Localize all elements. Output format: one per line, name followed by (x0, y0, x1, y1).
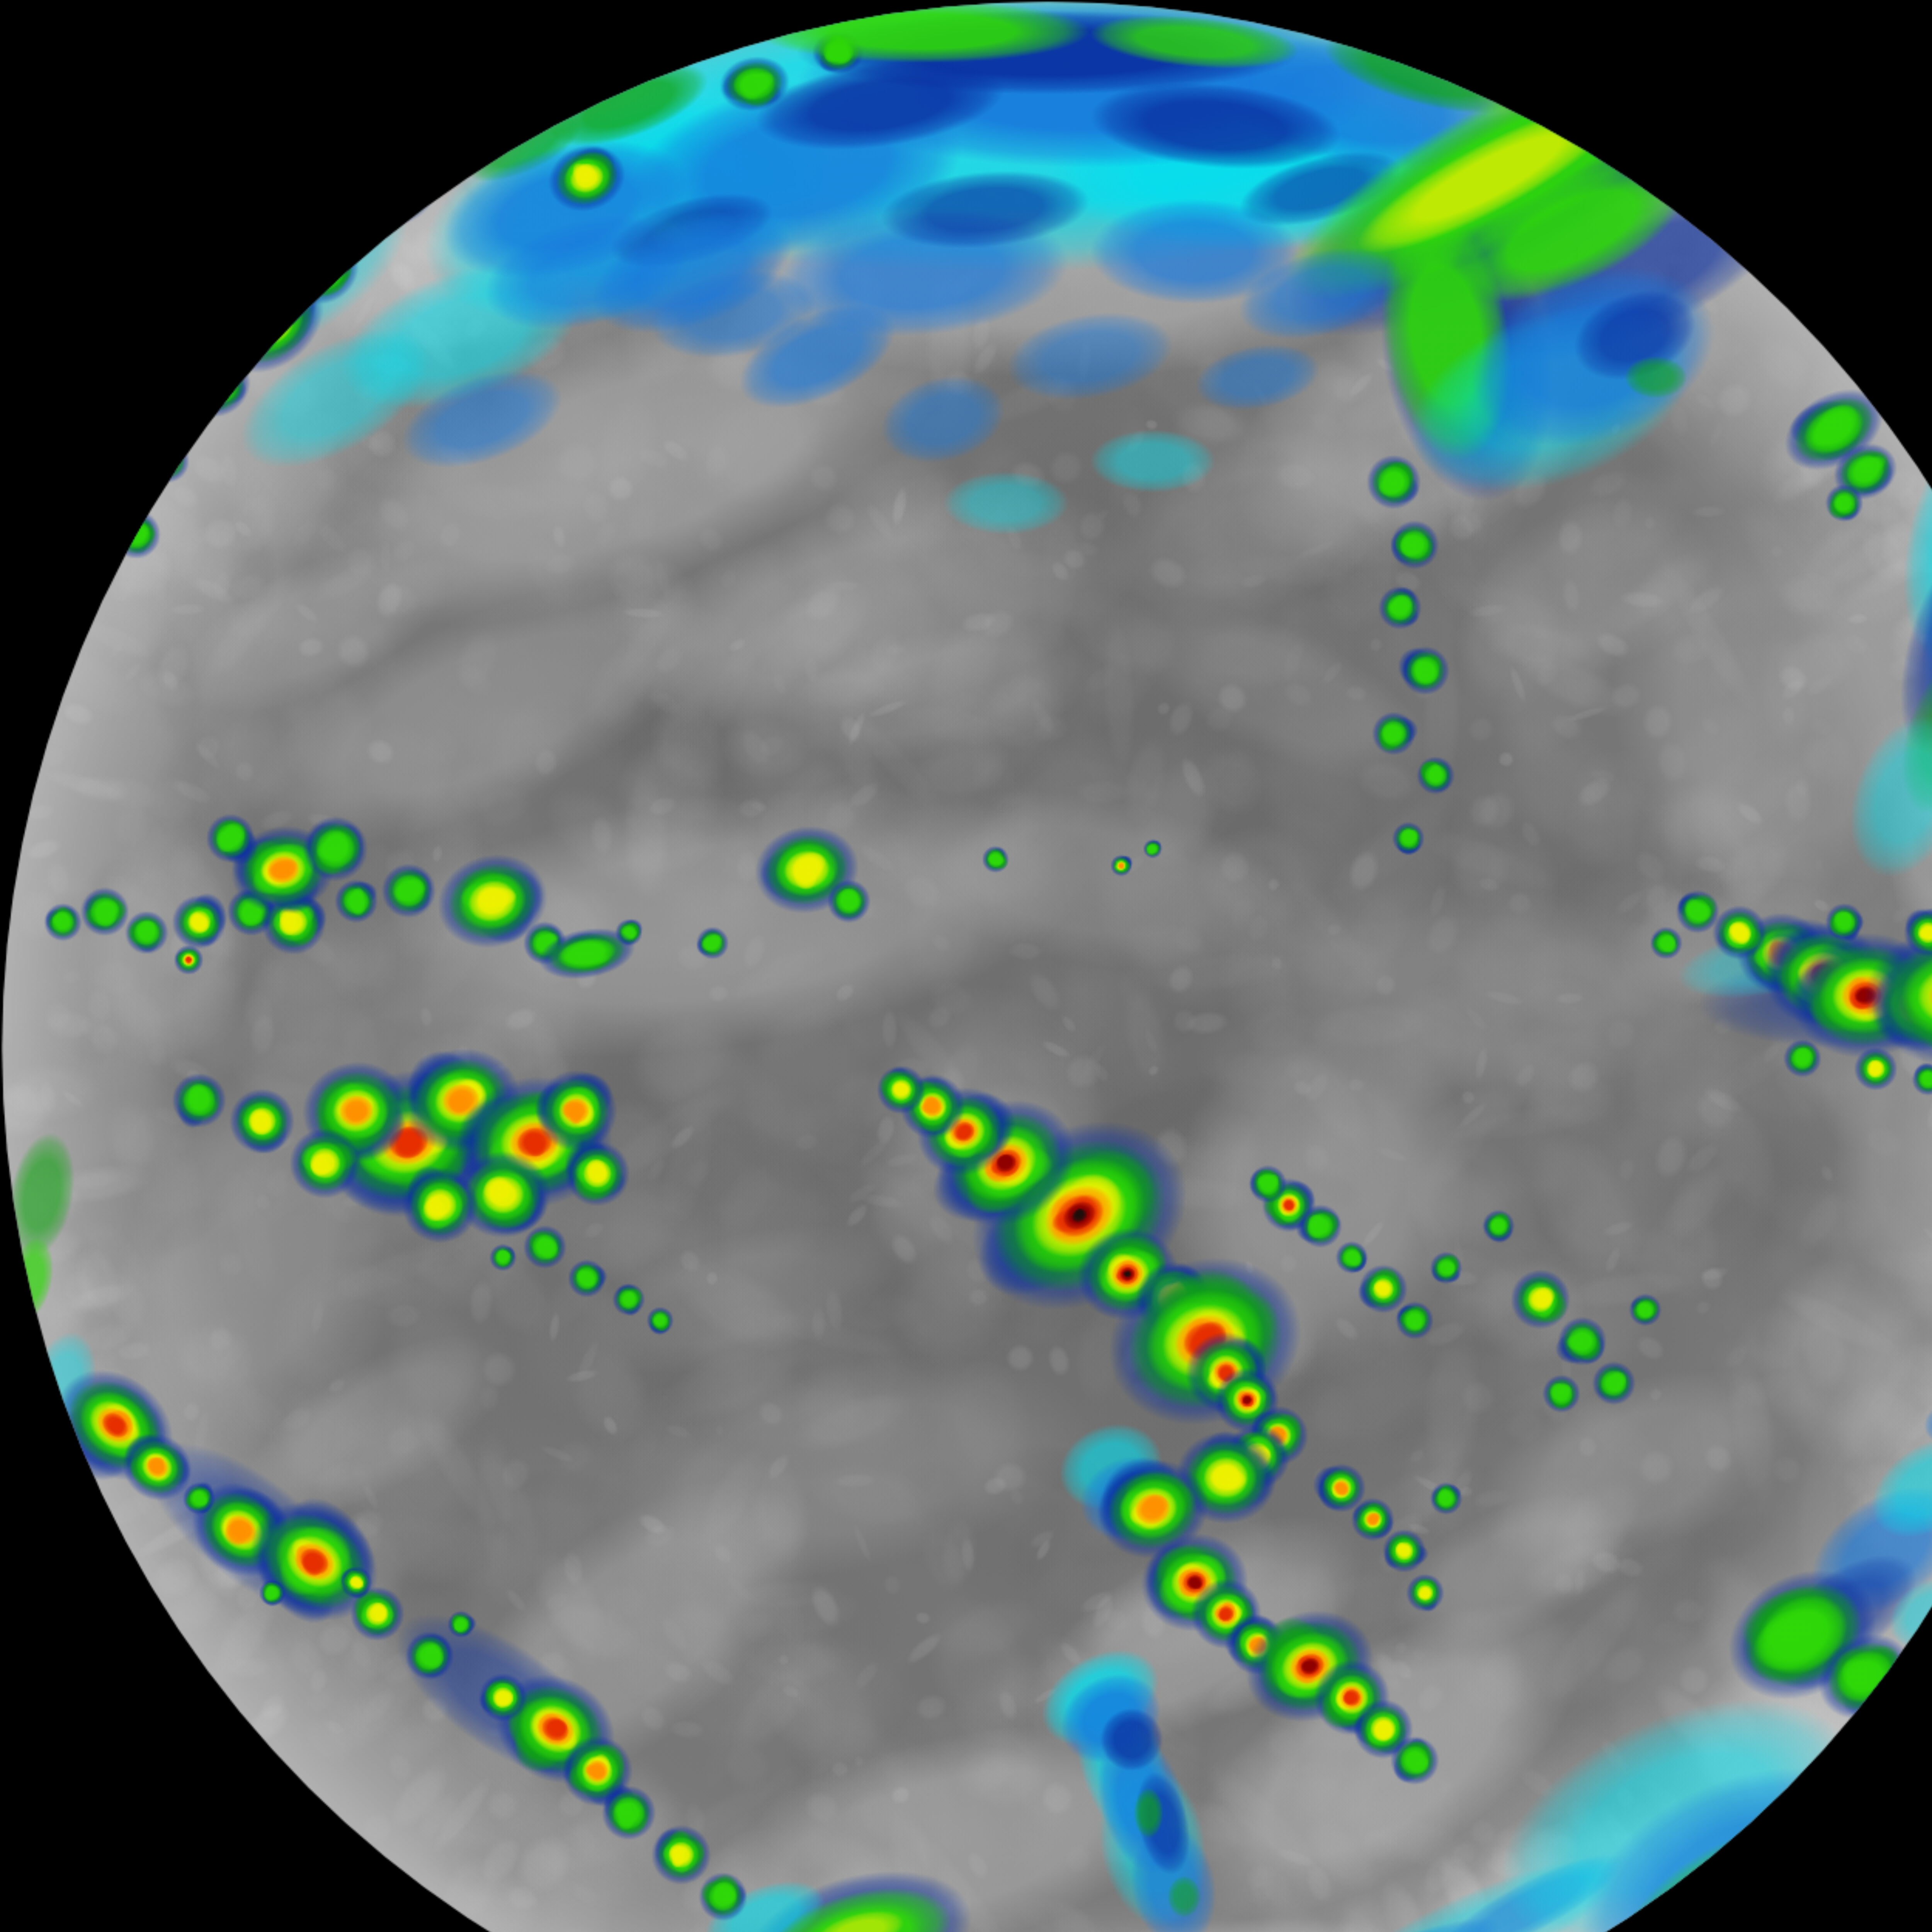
satellite-full-disk-image (0, 0, 1932, 1932)
earth-fulldisk-ir-canvas (0, 0, 1932, 1932)
